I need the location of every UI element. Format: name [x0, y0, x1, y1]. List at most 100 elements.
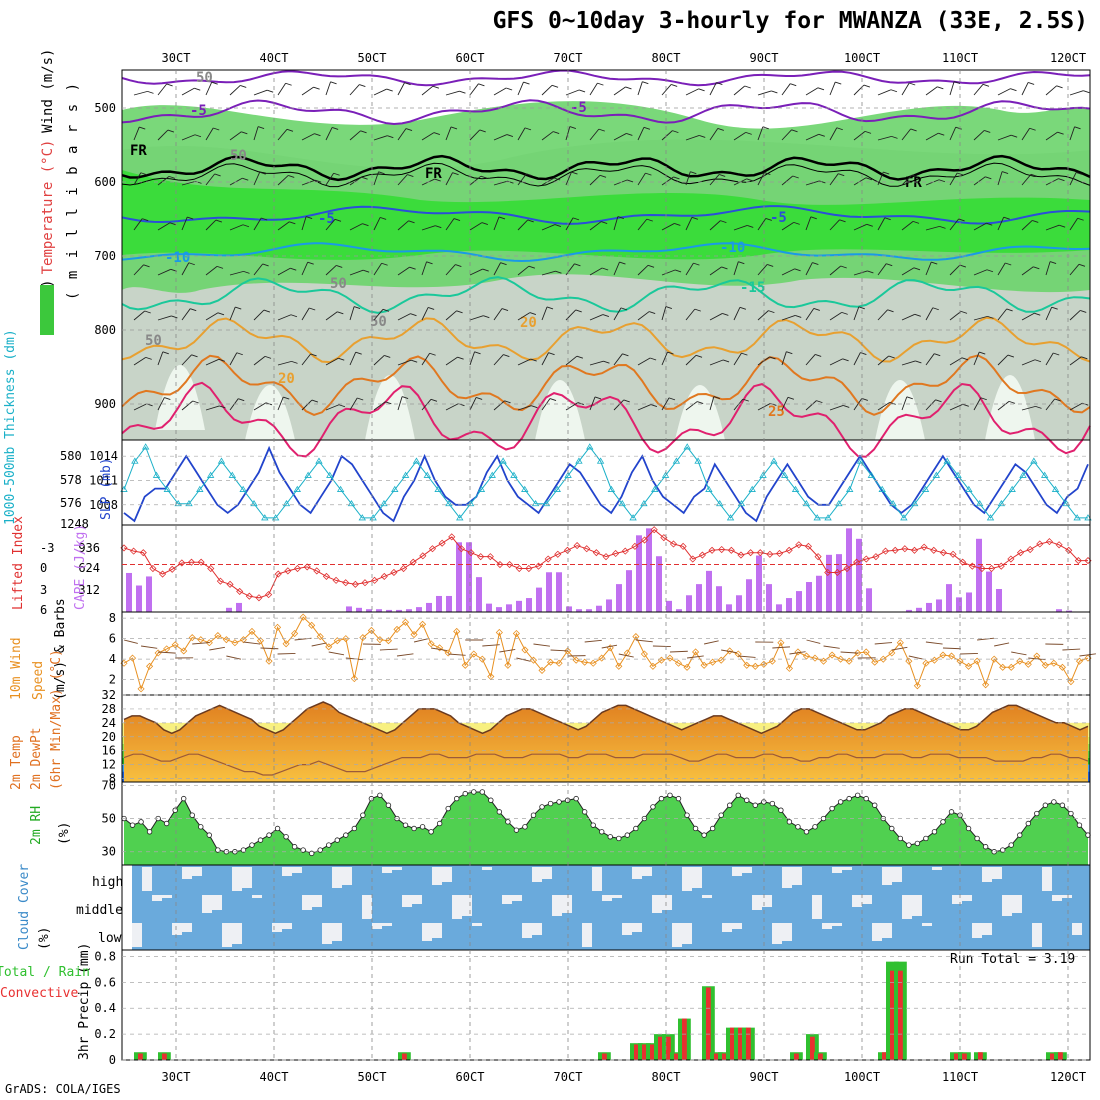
wind-barb-flag	[191, 354, 198, 358]
wind-barb	[349, 306, 355, 321]
upper-ylabel-sub: ( m i l l i b a r s )	[65, 81, 81, 300]
wind-barb-flag	[986, 222, 993, 226]
wind10m-barb	[328, 651, 345, 656]
rh2m-point	[454, 795, 460, 802]
cloud-block	[632, 923, 642, 932]
wind10m-barb	[123, 639, 138, 644]
wind-barb-flag	[529, 312, 537, 316]
wind-barb	[301, 86, 314, 96]
wind-barb	[277, 221, 290, 231]
wind-barb-flag	[1057, 131, 1064, 135]
wind10m-barb	[635, 639, 653, 643]
wind-barb-flag	[594, 396, 602, 400]
cloud-block	[912, 895, 922, 916]
thickness-point	[661, 471, 670, 478]
cloud-block	[542, 867, 552, 879]
wind-barb-flag	[786, 351, 793, 355]
wind-barb-flag	[1033, 266, 1040, 270]
rh2m-point	[402, 822, 409, 828]
wind-barb	[325, 404, 340, 411]
wind-barb-flag	[738, 261, 745, 265]
wind-barb	[181, 134, 196, 141]
wind-barb	[301, 353, 311, 366]
wind-barb-flag	[576, 355, 584, 359]
wind-barb-flag	[841, 311, 848, 315]
thickness-point	[412, 457, 421, 464]
wind-barb	[157, 83, 167, 96]
wind-barb	[133, 264, 144, 276]
wind-barb	[325, 173, 335, 186]
wind-barb-flag	[481, 222, 489, 226]
thickness-point	[910, 499, 919, 507]
lifted-index-point	[515, 564, 523, 573]
lifted-index-point	[930, 546, 938, 554]
wind-barb-flag	[739, 306, 747, 310]
thickness-point	[510, 471, 518, 478]
wind-speed-point	[845, 657, 853, 665]
wind-barb	[613, 353, 623, 366]
date-tick-bottom: 70CT	[554, 1070, 583, 1084]
wind-barb	[397, 128, 407, 141]
lifted-index-point	[804, 542, 813, 550]
cloud-block	[922, 923, 932, 926]
wind-barb	[373, 308, 384, 321]
y-tick-label: 24	[102, 716, 116, 730]
rh2m-point	[607, 834, 613, 840]
precip-conv-bar	[882, 1052, 887, 1060]
wind-barb	[925, 307, 934, 321]
wind-barb	[997, 262, 1006, 276]
thickness-point	[802, 499, 811, 507]
wind-barb-flag	[360, 130, 367, 134]
date-tick-top: 40CT	[260, 51, 289, 65]
wind-barb	[1021, 128, 1031, 141]
wind-barb-flag	[215, 219, 223, 223]
wind-speed-point	[478, 655, 486, 663]
rh2m-point	[616, 835, 622, 842]
wind-speed-point	[504, 661, 512, 669]
wind-barb-flag	[192, 400, 199, 404]
wind-barb-flag	[483, 315, 490, 319]
y-tick-label: 6	[109, 632, 116, 646]
wind-barb	[853, 306, 860, 321]
thickness-point	[531, 499, 540, 507]
cape-bar	[476, 577, 482, 612]
wind-barb-flag	[290, 267, 297, 271]
temp-ylabel: 2m Temp	[9, 735, 24, 790]
wind-barb	[253, 217, 262, 231]
wind-barb-flag	[603, 360, 610, 364]
wind-barb-flag	[169, 222, 177, 226]
wind-speed-point	[453, 627, 461, 636]
wind-barb	[661, 223, 675, 231]
wind-barb-flag	[1056, 85, 1063, 89]
wind-speed-point	[214, 632, 222, 640]
pressure-tick: 800	[94, 323, 116, 337]
li-tick: 0	[40, 561, 47, 575]
wind-barb-flag	[527, 219, 534, 223]
wind-barb-flag	[649, 311, 656, 315]
wind-barb	[133, 310, 146, 321]
cloud-block	[962, 895, 972, 901]
wind-barb	[829, 219, 840, 231]
wind10m-barb	[379, 648, 398, 651]
lifted-index-point	[486, 553, 494, 561]
contour-label: -5	[190, 103, 207, 119]
wind-barb	[325, 311, 338, 321]
li-tick: 3	[40, 583, 47, 597]
wind-barb	[925, 399, 936, 411]
wind-speed-point	[939, 651, 947, 659]
lifted-index-point	[313, 567, 321, 575]
wind-speed-point	[794, 648, 802, 656]
lifted-index-point	[467, 549, 475, 557]
wind-barb-flag	[887, 309, 894, 313]
cloud-block	[242, 867, 252, 888]
wind10m-barb	[823, 645, 840, 649]
wind-barb-flag	[815, 354, 822, 357]
wind-barb-flag	[1010, 88, 1017, 92]
thickness-point	[304, 471, 312, 478]
thickness-point	[997, 499, 1006, 507]
wind-barb-flag	[1083, 90, 1090, 94]
wind-barb-flag	[819, 180, 826, 184]
y-tick-label: 1011	[89, 473, 118, 487]
rh2m-point	[914, 840, 921, 847]
wind-speed-point	[982, 681, 990, 689]
